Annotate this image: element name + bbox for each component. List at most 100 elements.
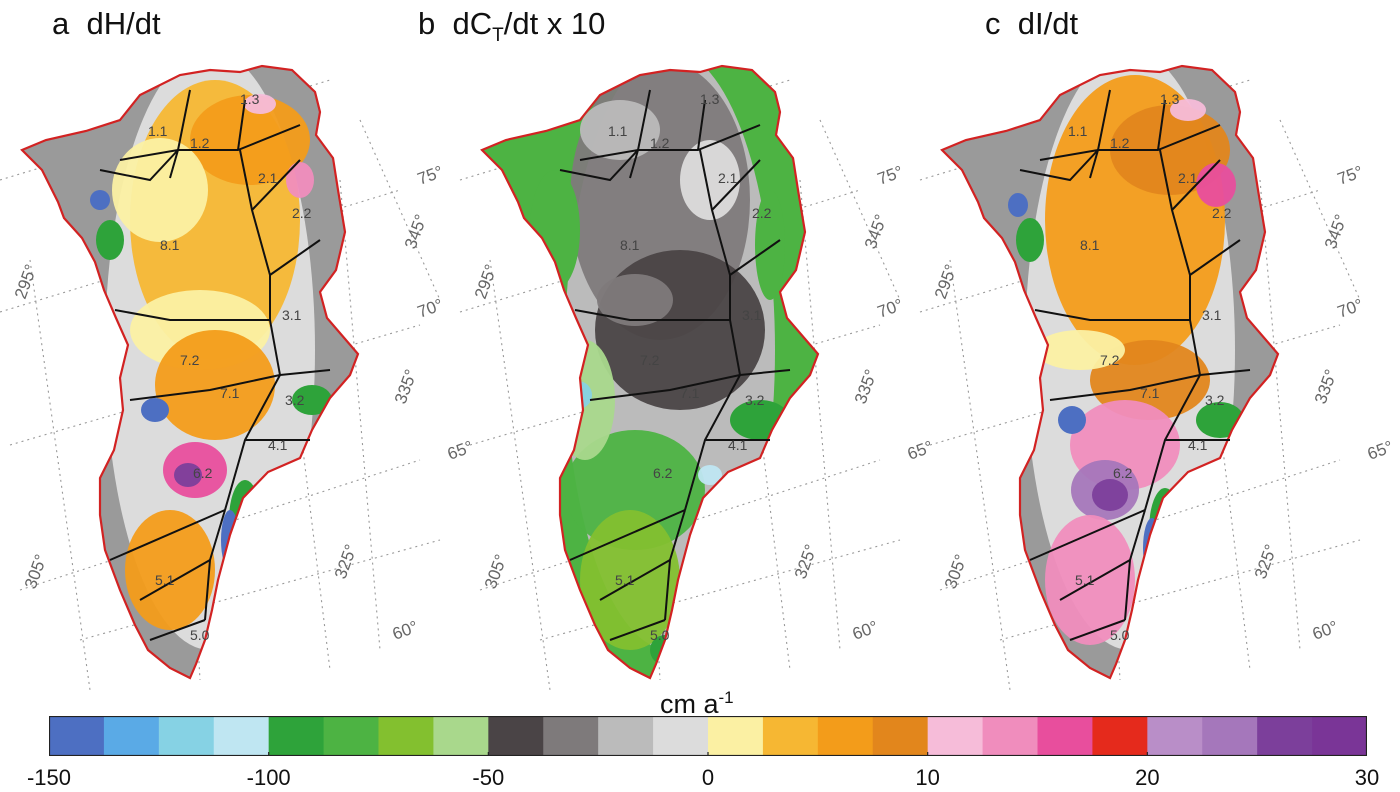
panel-a-letter: a <box>52 6 70 41</box>
drainage-basin-label: 8.1 <box>1080 237 1100 253</box>
colorbar-swatch <box>1202 716 1258 756</box>
colorbar-swatch <box>598 716 654 756</box>
drainage-basin-label: 3.2 <box>285 392 305 408</box>
longitude-label: 345° <box>861 212 891 252</box>
colorbar-swatch <box>817 716 874 756</box>
drainage-basin-label: 2.2 <box>752 205 772 221</box>
drainage-basin-label: 7.1 <box>680 385 700 401</box>
colorbar-tick-label: -150 <box>26 765 72 790</box>
colorbar-tick-label: 30 <box>1354 765 1380 790</box>
colorbar-swatch <box>268 716 325 756</box>
longitude-label: 325° <box>791 542 821 582</box>
drainage-basin-label: 1.3 <box>1160 91 1180 107</box>
longitude-label: 305° <box>481 552 511 592</box>
panel-a-variable: dH/dt <box>86 6 161 41</box>
drainage-basin-label: 1.2 <box>190 135 210 151</box>
latitude-label: 70° <box>415 295 446 322</box>
panel-c-didt-map: 1.1 1.2 1.3 2.1 2.2 3.1 3.2 4.1 5.0 5.1 6.2 7.1 7.2 8… <box>919 64 1396 691</box>
panel-c-variable: dI/dt <box>1017 6 1079 41</box>
drainage-basin-label: 1.1 <box>608 123 628 139</box>
colorbar-unit-label: cm a-1 <box>660 688 734 719</box>
colorbar-swatch <box>378 716 435 756</box>
panel-b-dctdt-map: 1.1 1.2 1.3 2.1 2.2 3.1 3.2 4.1 5.0 5.1 6.2 7.1 7.2 8… <box>459 64 936 691</box>
drainage-basin-label: 6.2 <box>1113 465 1133 481</box>
longitude-label: 295° <box>471 262 501 302</box>
colorbar <box>49 716 1367 756</box>
latitude-label: 65° <box>445 437 476 464</box>
latitude-label: 65° <box>905 437 936 464</box>
colorbar-swatch <box>708 716 764 756</box>
latitude-label: 75° <box>875 162 906 189</box>
latitude-label: 60° <box>1310 617 1341 644</box>
drainage-divides <box>559 89 791 641</box>
drainage-basin-label: 5.1 <box>615 572 635 588</box>
latitude-label: 60° <box>390 617 421 644</box>
panel-b-variable: dCT/dt x 10 <box>452 6 606 47</box>
drainage-basin-label: 1.1 <box>1068 123 1088 139</box>
panel-a-title: a dH/dt <box>52 6 161 42</box>
drainage-basin-label: 4.1 <box>268 437 288 453</box>
ice-margin-line <box>940 64 1280 680</box>
drainage-basin-label: 2.2 <box>1212 205 1232 221</box>
drainage-basin-label: 4.1 <box>1188 437 1208 453</box>
colorbar-swatch <box>213 716 270 756</box>
colorbar-swatch <box>653 716 709 756</box>
colorbar-swatch <box>1037 716 1094 756</box>
longitude-label: 325° <box>1251 542 1281 582</box>
drainage-basin-label: 3.1 <box>1202 307 1222 323</box>
ice-margin-line <box>20 64 360 680</box>
panel-c-title: c dI/dt <box>985 6 1078 42</box>
drainage-basin-label: 7.1 <box>220 385 240 401</box>
ice-margin-line <box>480 64 820 680</box>
drainage-basin-label: 3.2 <box>745 392 765 408</box>
drainage-basin-label: 3.2 <box>1205 392 1225 408</box>
latitude-label: 70° <box>1335 295 1366 322</box>
colorbar-swatch <box>872 716 929 756</box>
colorbar-swatch <box>1257 716 1313 756</box>
drainage-basin-label: 7.2 <box>640 352 660 368</box>
colorbar-swatch <box>433 716 489 756</box>
panel-b-title: b dCT/dt x 10 <box>418 6 605 47</box>
drainage-basin-label: 7.1 <box>1140 385 1160 401</box>
drainage-divides <box>99 89 331 641</box>
colorbar-swatch <box>323 716 380 756</box>
colorbar-swatch <box>49 716 105 756</box>
drainage-basin-label: 1.1 <box>148 123 168 139</box>
drainage-basin-label: 1.3 <box>240 91 260 107</box>
colorbar-swatch <box>1092 716 1148 756</box>
drainage-basin-label: 6.2 <box>653 465 673 481</box>
longitude-label: 345° <box>401 212 431 252</box>
longitude-label: 305° <box>21 552 51 592</box>
longitude-label: 345° <box>1321 212 1351 252</box>
drainage-basin-label: 2.1 <box>718 170 738 186</box>
drainage-basin-label: 1.2 <box>650 135 670 151</box>
longitude-label: 305° <box>941 552 971 592</box>
drainage-basin-label: 2.1 <box>1178 170 1198 186</box>
longitude-label: 335° <box>851 367 881 407</box>
panel-b-letter: b <box>418 6 436 41</box>
colorbar-swatch <box>1312 716 1367 756</box>
longitude-label: 295° <box>931 262 961 302</box>
drainage-basin-label: 5.1 <box>155 572 175 588</box>
drainage-basin-label: 5.0 <box>190 627 210 643</box>
longitude-label: 295° <box>11 262 41 302</box>
colorbar-swatch <box>488 716 544 756</box>
drainage-basin-label: 6.2 <box>193 465 213 481</box>
drainage-basin-label: 3.1 <box>742 307 762 323</box>
colorbar-tick-label: 10 <box>915 765 940 790</box>
drainage-basin-label: 8.1 <box>160 237 180 253</box>
drainage-basin-label: 2.1 <box>258 170 278 186</box>
drainage-basin-label: 5.1 <box>1075 572 1095 588</box>
colorbar-swatch <box>103 716 160 756</box>
latitude-label: 75° <box>415 162 446 189</box>
longitude-label: 325° <box>331 542 361 582</box>
colorbar-swatch <box>927 716 984 756</box>
drainage-basin-label: 5.0 <box>650 627 670 643</box>
colorbar-tick-label: -100 <box>246 765 291 790</box>
drainage-basin-label: 7.2 <box>1100 352 1120 368</box>
colorbar-tick-label: 20 <box>1135 765 1160 790</box>
latitude-label: 70° <box>875 295 906 322</box>
panel-c-letter: c <box>985 6 1001 41</box>
latitude-label: 60° <box>850 617 881 644</box>
colorbar-swatch <box>982 716 1039 756</box>
